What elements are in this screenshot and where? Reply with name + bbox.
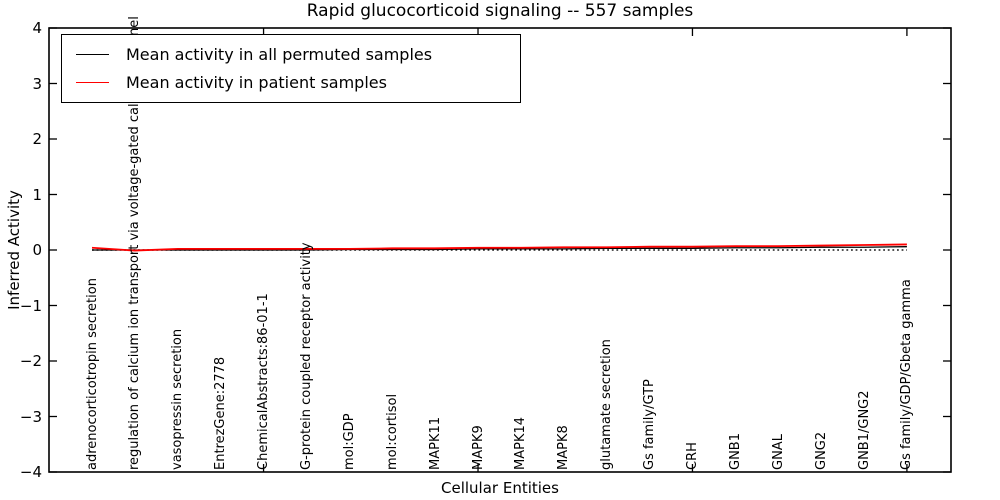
legend-label: Mean activity in patient samples [126, 72, 387, 92]
legend-entry-patient-samples: Mean activity in patient samples [62, 68, 520, 96]
chart-title: Rapid glucocorticoid signaling -- 557 sa… [306, 1, 694, 21]
x-category-label: GNG2 [813, 431, 829, 470]
data-lines [91, 243, 907, 252]
x-category-label: GNAL [770, 434, 786, 470]
y-tick-label: −2 [19, 352, 42, 370]
x-category-label: GNB1/GNG2 [856, 390, 872, 470]
legend-entry-permuted-samples: Mean activity in all permuted samples [62, 40, 520, 68]
x-category-label: Gs family/GTP [642, 379, 658, 470]
y-tick-label: −3 [19, 407, 42, 426]
series-line-patient [91, 243, 907, 252]
y-axis-label: Inferred Activity [5, 190, 23, 310]
x-category-label: CRH [684, 442, 700, 470]
y-tick-label: −4 [19, 463, 42, 481]
legend-line-sample-black [76, 53, 109, 55]
x-category-label: ChemicalAbstracts:86-01-1 [256, 293, 272, 470]
x-category-label: glutamate secretion [599, 339, 615, 470]
x-category-label: MAPK14 [513, 416, 529, 470]
series-line-permuted [92, 246, 907, 251]
x-axis-label: Cellular Entities [441, 479, 559, 497]
legend: Mean activity in all permuted samples Me… [61, 34, 521, 103]
x-category-label: EntrezGene:2778 [213, 356, 229, 470]
y-tick-label: −1 [19, 296, 42, 315]
legend-label: Mean activity in all permuted samples [126, 44, 433, 64]
x-category-label: G-protein coupled receptor activity [298, 242, 314, 470]
x-category-label: mol:cortisol [384, 393, 400, 470]
x-category-label: GNB1 [727, 433, 743, 470]
x-category-label: adrenocorticotropin secretion [84, 278, 100, 470]
y-tick-label: 0 [32, 241, 42, 259]
y-tick-label: 3 [32, 74, 42, 93]
y-tick-label: 2 [32, 130, 42, 148]
x-category-label: mol:GDP [341, 413, 357, 470]
x-category-label: vasopressin secretion [170, 328, 186, 470]
y-tick-label: 4 [32, 19, 42, 37]
x-category-label: Gs family/GDP/Gbeta gamma [899, 279, 915, 470]
x-category-label: MAPK8 [556, 425, 572, 470]
x-category-label: MAPK11 [427, 416, 443, 470]
y-tick-label: 1 [32, 185, 42, 204]
legend-line-sample-red [76, 81, 109, 83]
x-category-label: MAPK9 [470, 425, 486, 470]
